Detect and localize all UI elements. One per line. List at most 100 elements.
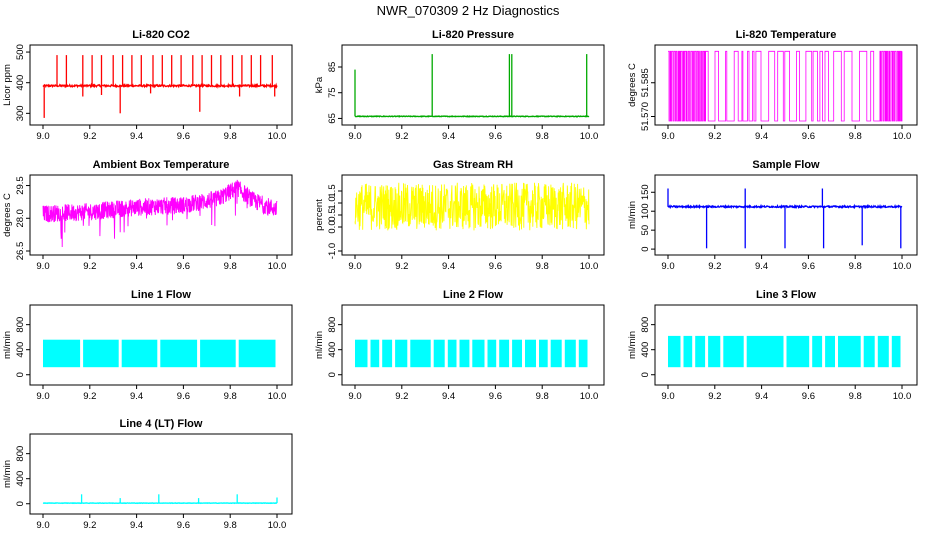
series-li-820-co2 [42,55,278,118]
y-tick-label: 800 [15,446,26,462]
x-tick-label: 10.0 [268,391,287,402]
flow-band-segment [355,339,368,368]
panel-li-820-temperature: Li-820 Temperature degrees C 9.0 9.2 9.4 9.6 9… [627,29,918,142]
series-li-820-temperature [667,50,903,122]
flow-band-segment [459,339,470,368]
x-tick-label: 9.4 [755,391,768,402]
x-tick-label: 9.8 [224,520,237,531]
flow-band-segment [891,335,901,368]
x-tick-label: 9.2 [708,261,721,272]
x-tick-label: 9.0 [36,131,49,142]
flow-band-segment [472,339,485,368]
x-tick-label: 9.6 [177,261,190,272]
series-gas-stream-rh [354,182,590,231]
x-tick-label: 9.2 [708,391,721,402]
x-tick-label: 9.6 [177,520,190,531]
flow-band-segment [43,339,81,368]
x-tick-label: 9.2 [83,391,96,402]
x-tick-label: 9.6 [177,391,190,402]
plot-frame [654,44,918,126]
x-tick-label: 9.8 [849,131,862,142]
y-axis-label: ml/min [2,460,13,488]
x-tick-label: 9.2 [395,261,408,272]
panel-title-line-1-flow: Line 1 Flow [131,289,191,301]
panel-title-ambient-box-temperature: Ambient Box Temperature [93,159,230,171]
flow-band-segment [668,335,681,368]
series-line-3-flow [668,335,901,368]
y-axis-label: ml/min [627,201,638,229]
y-tick-label: 150 [640,184,651,200]
x-tick-label: 9.2 [708,131,721,142]
y-tick-label: -1.0 [327,243,338,259]
x-tick-label: 10.0 [268,520,287,531]
flow-band-segment [83,339,119,368]
flow-band-segment [121,339,158,368]
y-tick-label: 800 [327,317,338,333]
flow-band-segment [695,335,706,368]
panel-title-line-4-lt-flow: Line 4 (LT) Flow [120,418,203,430]
x-tick-label: 9.2 [83,261,96,272]
flow-band-segment [238,339,276,368]
y-axis-label: ml/min [2,331,13,359]
x-tick-label: 9.6 [489,391,502,402]
x-tick-label: 9.8 [224,391,237,402]
x-tick-label: 9.4 [130,131,143,142]
y-axis-label: ml/min [627,331,638,359]
flow-band-segment [564,339,576,368]
flow-band-segment [525,339,536,368]
plot-frame [654,174,918,256]
series-line-4-lt-flow [42,494,278,505]
x-tick-label: 10.0 [268,131,287,142]
panel-title-gas-stream-rh: Gas Stream RH [433,159,513,171]
panel-line-4-lt-flow: Line 4 (LT) Flow ml/min 9.0 9.2 9.4 9.6 9.8 10.… [2,418,293,531]
x-tick-label: 9.8 [849,391,862,402]
flow-band-segment [433,339,445,368]
x-tick-label: 9.6 [489,261,502,272]
y-tick-label: 1.0 [327,196,338,209]
series-line [354,182,590,231]
y-axis-label: ml/min [314,331,325,359]
panel-title-li-820-temperature: Li-820 Temperature [736,29,837,41]
flow-band-segment [382,339,393,368]
x-tick-label: 10.0 [893,391,912,402]
x-tick-label: 9.6 [802,261,815,272]
x-tick-label: 9.4 [130,520,143,531]
panel-line-2-flow: Line 2 Flow ml/min 9.0 9.2 9.4 9.6 9.8 10.0 0 400… [314,289,605,402]
panel-title-li-820-co2: Li-820 CO2 [132,29,189,41]
page-title: NWR_070309 2 Hz Diagnostics [377,3,560,18]
y-tick-label: 28.0 [15,209,26,228]
series-line [42,179,278,248]
y-tick-label: 400 [15,342,26,358]
x-tick-label: 9.0 [661,261,674,272]
x-tick-label: 9.0 [36,261,49,272]
y-tick-label: 1.5 [327,184,338,197]
y-axis-label: degrees C [2,193,13,237]
x-tick-label: 9.6 [177,131,190,142]
panel-ambient-box-temperature: Ambient Box Temperature degrees C 9.0 9.2 9.… [2,159,293,272]
panel-title-li-820-pressure: Li-820 Pressure [432,29,514,41]
panel-title-line-2-flow: Line 2 Flow [443,289,503,301]
x-tick-label: 9.8 [224,261,237,272]
y-tick-label: 0 [640,372,651,377]
y-tick-label: 400 [640,342,651,358]
panel-title-line-3-flow: Line 3 Flow [756,289,816,301]
plot-frame [341,44,605,126]
x-tick-label: 10.0 [893,261,912,272]
flow-band-segment [683,335,693,368]
x-tick-label: 9.4 [130,391,143,402]
panel-li-820-co2: Li-820 CO2 Licor ppm 9.0 9.2 9.4 9.6 9.8 10.0 30… [2,29,293,142]
x-tick-label: 9.4 [442,131,455,142]
y-axis-label: Licor ppm [2,64,13,106]
y-tick-label: 51.570 [640,102,651,131]
y-tick-label: 300 [15,105,26,121]
flow-band-segment [825,335,835,368]
flow-band-segment [877,335,889,368]
flow-band-segment [786,335,810,368]
flow-band-segment [550,339,562,368]
series-line [667,203,903,210]
y-tick-label: 29.5 [15,176,26,195]
series-ambient-box-temperature [42,179,278,248]
y-tick-label: 800 [15,317,26,333]
series-line-2-flow [355,339,588,368]
